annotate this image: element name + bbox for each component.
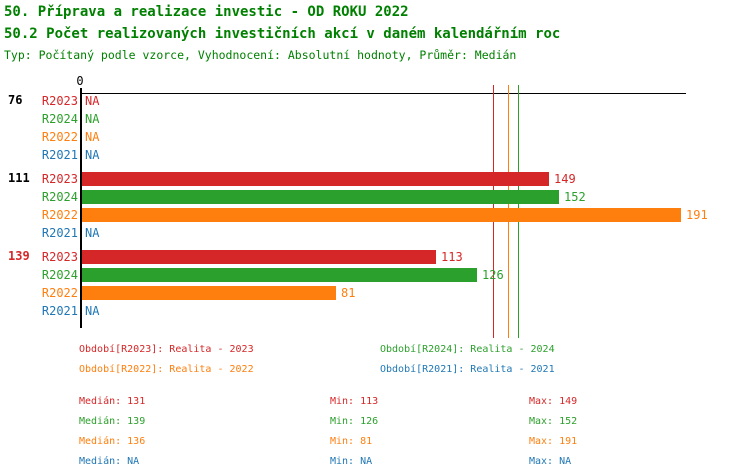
bar-value-label: 81: [341, 286, 356, 300]
y-axis-line: [80, 88, 82, 328]
series-label: R2021: [41, 226, 78, 240]
legend-item-R2021: Období[R2021]: Realita - 2021: [380, 364, 555, 375]
stat-max-R2024: Max: 152: [529, 416, 578, 427]
stat-max-R2022: Max: 191: [529, 436, 578, 447]
series-label: R2021: [41, 304, 78, 318]
na-label: NA: [85, 112, 100, 126]
na-label: NA: [85, 148, 100, 162]
stat-min-R2021: Min: NA: [330, 456, 373, 467]
series-label: R2024: [41, 190, 78, 204]
series-label: R2024: [41, 112, 78, 126]
stat-max-R2021: Max: NA: [529, 456, 572, 467]
bar-R2023: [82, 250, 436, 264]
stat-median-R2023: Medián: 131: [79, 396, 146, 407]
series-label: R2022: [41, 130, 78, 144]
bar-value-label: 126: [482, 268, 504, 282]
bar-value-label: 152: [564, 190, 586, 204]
bar-R2024: [82, 190, 559, 204]
x-axis-top-line: [81, 93, 686, 94]
bar-value-label: 149: [554, 172, 576, 186]
group-label: 139: [8, 249, 30, 263]
series-label: R2022: [41, 286, 78, 300]
legend-item-R2024: Období[R2024]: Realita - 2024: [380, 344, 555, 355]
series-label: R2023: [41, 250, 78, 264]
report-title: 50. Příprava a realizace investic - OD R…: [4, 4, 409, 20]
axis-zero-label: 0: [76, 74, 84, 88]
bar-R2024: [82, 268, 477, 282]
series-label: R2023: [41, 172, 78, 186]
bar-value-label: 191: [686, 208, 708, 222]
series-label: R2021: [41, 148, 78, 162]
group-label: 111: [8, 171, 30, 185]
legend-item-R2022: Období[R2022]: Realita - 2022: [79, 364, 254, 375]
series-label: R2022: [41, 208, 78, 222]
stat-min-R2023: Min: 113: [330, 396, 379, 407]
bar-value-label: 113: [441, 250, 463, 264]
na-label: NA: [85, 94, 100, 108]
series-label: R2023: [41, 94, 78, 108]
stat-median-R2021: Medián: NA: [79, 456, 140, 467]
report-subtitle: 50.2 Počet realizovaných investičních ak…: [4, 26, 561, 42]
bar-R2022: [82, 208, 681, 222]
bar-R2022: [82, 286, 336, 300]
stat-min-R2022: Min: 81: [330, 436, 373, 447]
legend-item-R2023: Období[R2023]: Realita - 2023: [79, 344, 254, 355]
stat-median-R2024: Medián: 139: [79, 416, 146, 427]
na-label: NA: [85, 304, 100, 318]
group-label: 76: [8, 93, 23, 107]
report-meta: Typ: Počítaný podle vzorce, Vyhodnocení:…: [4, 48, 517, 62]
bar-R2023: [82, 172, 549, 186]
na-label: NA: [85, 226, 100, 240]
stat-max-R2023: Max: 149: [529, 396, 578, 407]
stat-min-R2024: Min: 126: [330, 416, 379, 427]
series-label: R2024: [41, 268, 78, 282]
na-label: NA: [85, 130, 100, 144]
stat-median-R2022: Medián: 136: [79, 436, 146, 447]
